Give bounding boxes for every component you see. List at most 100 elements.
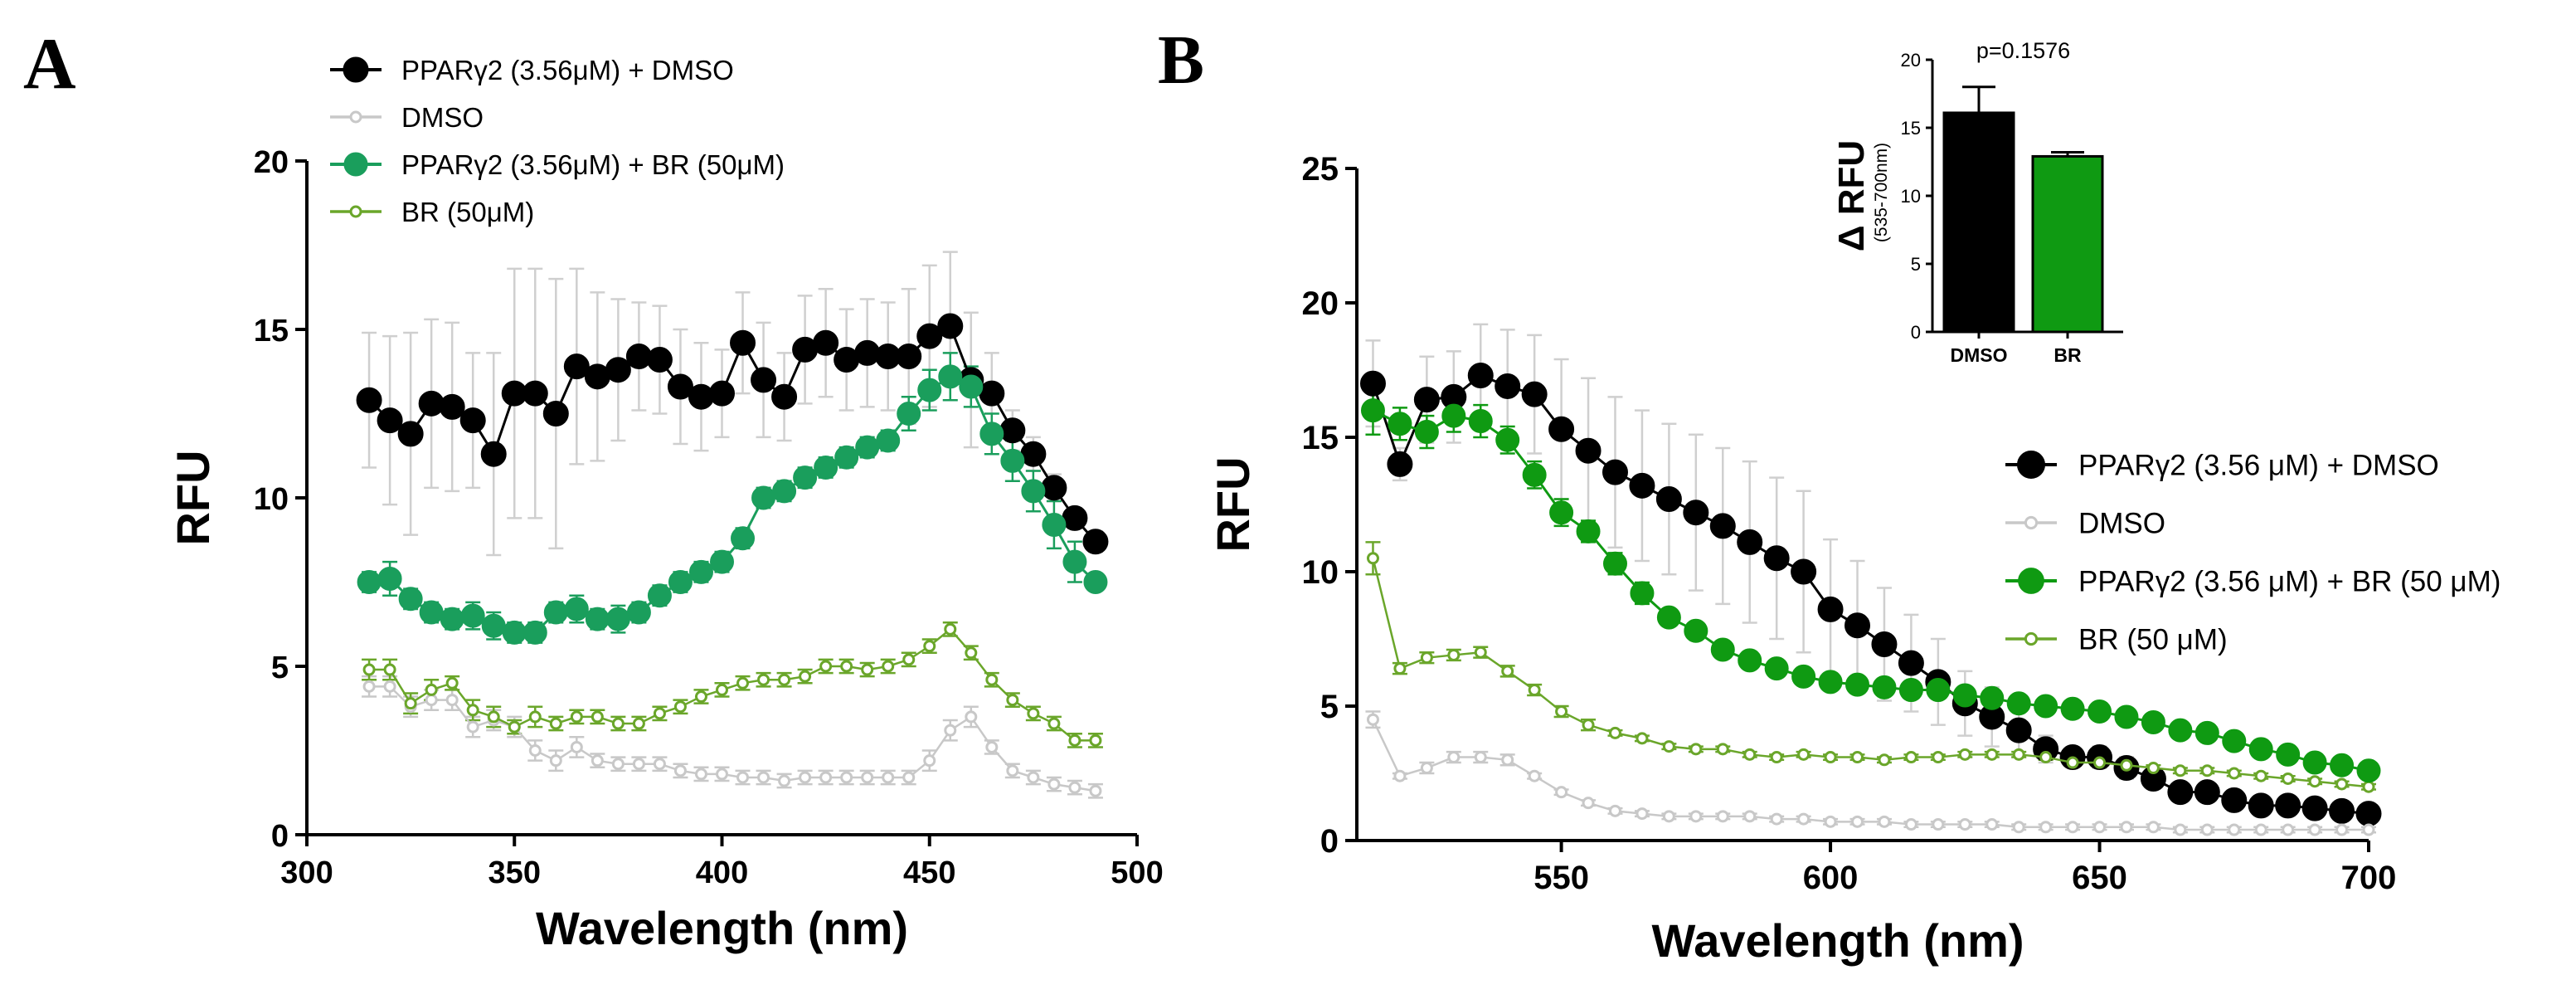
- data-point: [1958, 818, 1971, 831]
- legend-label: PPARγ2 (3.56μM) + DMSO: [401, 55, 734, 85]
- y-tick-label: 20: [1302, 285, 1339, 322]
- series-2-markers: [1360, 398, 2381, 783]
- data-point: [1041, 475, 1067, 501]
- data-point: [916, 323, 943, 349]
- data-point: [1089, 784, 1102, 797]
- data-point: [1528, 684, 1541, 697]
- data-point: [2060, 696, 2085, 721]
- data-point: [1878, 815, 1891, 828]
- x-tick-label: 700: [2341, 860, 2397, 896]
- data-point: [1904, 818, 1917, 831]
- data-point: [522, 380, 548, 407]
- data-point: [1521, 381, 1548, 407]
- data-point: [1898, 678, 1923, 703]
- data-point: [897, 402, 921, 426]
- x-tick-label: 400: [696, 855, 748, 890]
- data-point: [959, 374, 984, 399]
- data-point: [1952, 683, 1977, 708]
- data-point: [1662, 810, 1675, 823]
- y-tick-label: 5: [1320, 689, 1339, 725]
- data-point: [549, 754, 562, 768]
- data-point: [1845, 612, 1871, 639]
- data-point: [2335, 823, 2349, 836]
- data-point: [445, 676, 459, 690]
- data-point: [564, 597, 589, 621]
- data-point: [673, 700, 687, 714]
- data-point: [1716, 743, 1729, 756]
- data-point: [2362, 823, 2375, 836]
- data-point: [487, 710, 500, 724]
- legend-marker: [349, 110, 362, 124]
- data-point: [2282, 772, 2295, 785]
- data-point: [999, 417, 1026, 444]
- data-point: [611, 758, 625, 771]
- data-point: [2248, 792, 2274, 819]
- data-point: [1980, 685, 2005, 710]
- data-point: [2302, 750, 2327, 775]
- data-point: [1904, 751, 1917, 764]
- data-point: [2039, 821, 2053, 834]
- legend-marker: [2024, 631, 2039, 646]
- data-point: [1716, 810, 1729, 823]
- legend-label: BR (50 μM): [2078, 624, 2228, 656]
- data-point: [1447, 648, 1461, 661]
- data-point: [2356, 758, 2381, 783]
- data-point: [2012, 821, 2025, 834]
- data-point: [2093, 756, 2107, 769]
- data-point: [1764, 656, 1789, 681]
- data-point: [1770, 751, 1783, 764]
- legend: PPARγ2 (3.56 μM) + DMSO DMSO PPARγ2 (3.56 …: [2005, 450, 2501, 656]
- data-point: [466, 704, 479, 717]
- series-3-markers: [362, 622, 1102, 747]
- data-point: [1636, 732, 1649, 745]
- data-point: [1608, 804, 1621, 817]
- inset-bar-br: [2031, 154, 2104, 334]
- data-point: [1414, 420, 1439, 445]
- chart-a: 300 350 400 450 500 0 5 10 15 20 Wavelength (nm) RF…: [167, 55, 1164, 954]
- inset-y-axis-label: Δ RFU: [1831, 140, 1872, 251]
- data-point: [1359, 370, 1386, 397]
- data-point: [1027, 771, 1040, 784]
- data-point: [591, 710, 604, 724]
- data-point: [1413, 387, 1440, 413]
- data-point: [2308, 775, 2321, 788]
- data-point: [1447, 751, 1461, 764]
- data-point: [2228, 767, 2241, 780]
- data-point: [1062, 549, 1087, 574]
- data-point: [861, 663, 874, 676]
- data-point: [1393, 662, 1407, 675]
- data-point: [2254, 769, 2267, 782]
- data-point: [2168, 718, 2193, 743]
- data-point: [902, 653, 916, 666]
- data-point: [1770, 812, 1783, 826]
- y-tick-label: 20: [254, 145, 289, 180]
- data-point: [1360, 398, 1385, 423]
- data-point: [985, 673, 999, 686]
- data-point: [1985, 818, 1999, 831]
- data-point: [1006, 694, 1019, 707]
- data-point: [1737, 529, 1763, 555]
- data-point: [979, 380, 1005, 407]
- legend-marker: [343, 56, 369, 83]
- data-point: [1656, 605, 1681, 630]
- y-tick-label: 10: [1302, 554, 1339, 591]
- inset-bar-dmso: [1942, 111, 2015, 334]
- panel-letter-b: B: [1158, 22, 1204, 99]
- y-axis-label: RFU: [167, 450, 219, 545]
- data-point: [793, 465, 818, 490]
- inset-category-label: DMSO: [1951, 344, 2008, 366]
- data-point: [819, 771, 833, 784]
- legend-label: PPARγ2 (3.56μM) + BR (50μM): [401, 149, 785, 180]
- data-point: [771, 383, 798, 410]
- data-point: [459, 407, 486, 434]
- data-point: [1555, 786, 1568, 799]
- data-point: [668, 570, 693, 594]
- data-point: [528, 744, 542, 757]
- series-0-markers: [1359, 362, 2382, 827]
- data-point: [1662, 740, 1675, 753]
- data-point: [2276, 742, 2301, 767]
- data-point: [647, 583, 672, 608]
- data-point: [398, 587, 423, 612]
- panel-letter-a: A: [23, 24, 76, 105]
- data-point: [965, 646, 978, 660]
